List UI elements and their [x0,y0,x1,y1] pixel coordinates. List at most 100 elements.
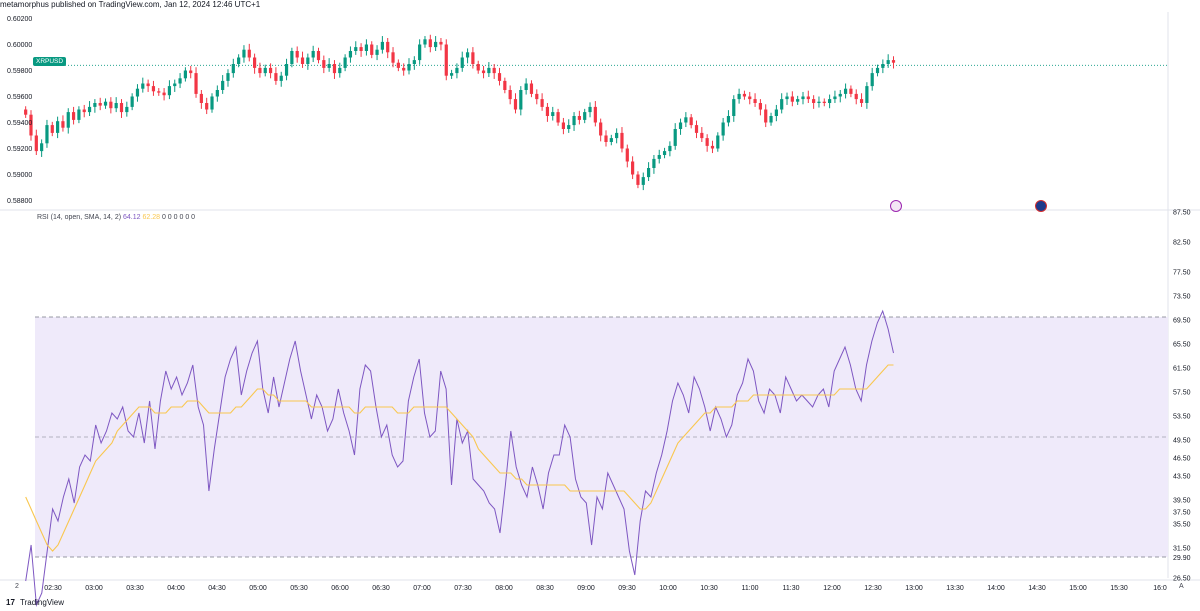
candle-body [306,57,310,64]
tradingview-logo-icon: 17 [6,598,15,607]
candle-body [524,83,528,90]
candle-body [157,91,161,93]
price-tick-label: 0.59000 [7,172,32,179]
rsi-tick-label: 77.50 [1173,270,1191,277]
time-tick-label: 06:30 [372,585,390,592]
candle-body [327,64,331,68]
candle-body [162,92,166,96]
price-tick-label: 0.59600 [7,94,32,101]
price-tick-label: 0.59400 [7,120,32,127]
time-tick-label: 12:30 [864,585,882,592]
candle-body [268,67,273,74]
candle-body [98,103,102,106]
time-tick-label: 10:00 [659,585,677,592]
rsi-tick-label: 39.50 [1173,498,1191,505]
time-tick-label: 05:30 [290,585,308,592]
candle-body [71,112,76,120]
time-tick-label: 06:00 [331,585,349,592]
candle-body [828,99,832,103]
rsi-pane [25,309,1168,607]
candle-body [764,109,768,123]
price-candles [24,34,1168,191]
candle-body [503,80,507,90]
candle-body [279,75,283,81]
candle-body [61,121,65,128]
rsi-legend-zeros: 0 0 0 0 0 0 [161,214,196,221]
candle-body [780,99,784,110]
candle-body [247,49,251,58]
rsi-tick-label: 61.50 [1173,366,1191,373]
candle-body [439,41,443,45]
time-tick-label: 14:30 [1028,585,1046,592]
candle-body [300,57,305,64]
candle-body [705,138,709,146]
candle-body [237,57,241,64]
candle-body [716,135,720,149]
candle-body [66,112,70,128]
candle-body [455,67,459,74]
rsi-tick-label: 29.90 [1173,555,1191,562]
candle-body [865,86,869,103]
brand-name: TradingView [19,598,65,607]
candle-body [359,47,363,51]
time-tick-label: 08:00 [495,585,513,592]
time-tick-label: 03:30 [126,585,144,592]
candle-body [370,44,374,55]
candle-body [87,106,92,113]
candle-body [375,49,379,55]
candle-body [354,47,358,51]
candle-body [657,155,661,159]
time-tick-label: 12:00 [823,585,841,592]
candle-body [316,51,321,61]
footer-brand: 17 TradingView [6,598,64,607]
rsi-tick-label: 43.50 [1173,474,1191,481]
candle-body [322,60,326,68]
event-icon[interactable] [890,200,902,212]
candle-body [721,122,725,136]
time-tick-label: 13:00 [905,585,923,592]
candle-body [662,151,667,155]
pane-index-label[interactable]: 2 [15,583,19,590]
candle-body [817,101,821,103]
candle-body [689,117,693,126]
candle-body [700,132,704,139]
candle-body [274,73,278,81]
candle-body [471,52,475,64]
candle-body [34,135,38,152]
candle-body [295,51,299,58]
candle-body [481,70,486,74]
candle-body [875,67,880,74]
rsi-band-fill [35,317,1168,557]
time-tick-label: 11:30 [783,585,800,592]
candle-body [668,145,672,152]
candle-body [742,93,747,97]
candle-body [710,145,715,149]
candle-body [242,49,246,58]
candle-body [103,101,108,106]
candle-body [881,64,885,68]
flag-icon[interactable] [1035,200,1047,212]
rsi-legend-value: 64.12 [123,214,141,221]
candle-body [135,88,140,97]
rsi-tick-label: 37.50 [1173,510,1191,517]
candle-body [93,103,97,107]
candle-body [151,86,156,92]
candle-body [343,57,347,68]
time-tick-label: 02:30 [44,585,62,592]
rsi-sma-line [25,364,894,552]
candle-body [583,112,587,120]
candle-body [449,73,454,76]
candle-body [620,132,624,149]
rsi-legend[interactable]: RSI (14, open, SMA, 14, 2) 64.12 62.28 0… [37,214,195,221]
candle-body [753,99,757,103]
candle-body [652,158,656,168]
candle-body [221,80,225,90]
symbol-price-badge: XRPUSD [33,57,67,66]
candle-body [604,135,608,142]
candle-body [146,83,150,87]
auto-scale-button[interactable]: A [1179,583,1184,590]
candle-body [460,57,464,68]
candle-body [801,96,805,100]
candle-body [50,125,54,133]
